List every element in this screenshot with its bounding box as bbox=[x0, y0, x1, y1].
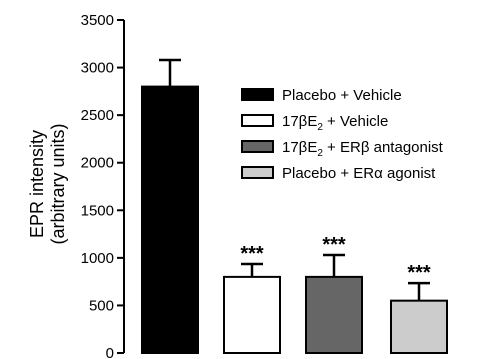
legend-entry: 17βE2 + ERβ antagonist bbox=[282, 139, 444, 159]
significance-marker: *** bbox=[240, 243, 264, 265]
y-axis-label: (arbitrary units) bbox=[48, 123, 68, 244]
legend-swatch bbox=[241, 88, 274, 101]
y-tick-label: 2500 bbox=[81, 107, 114, 124]
bar bbox=[390, 299, 448, 354]
legend-swatch bbox=[241, 140, 274, 153]
y-tick-label: 0 bbox=[106, 345, 114, 359]
bar bbox=[223, 275, 281, 354]
y-tick-label: 1000 bbox=[81, 250, 114, 267]
legend-swatch bbox=[241, 166, 274, 179]
bar bbox=[305, 275, 363, 354]
legend-swatch bbox=[241, 114, 274, 127]
legend-entry: Placebo + Vehicle bbox=[282, 87, 402, 104]
y-tick-label: 1500 bbox=[81, 202, 114, 219]
bar bbox=[141, 85, 199, 354]
significance-marker: *** bbox=[407, 262, 431, 284]
legend-entry: 17βE2 + Vehicle bbox=[282, 113, 388, 133]
y-tick-label: 3000 bbox=[81, 60, 114, 77]
y-tick-label: 3500 bbox=[81, 12, 114, 29]
y-axis-label: EPR intensity bbox=[27, 130, 47, 238]
legend-entry: Placebo + ERα agonist bbox=[282, 165, 436, 182]
significance-marker: *** bbox=[322, 234, 346, 256]
y-tick-label: 500 bbox=[89, 297, 114, 314]
y-tick-label: 2000 bbox=[81, 155, 114, 172]
